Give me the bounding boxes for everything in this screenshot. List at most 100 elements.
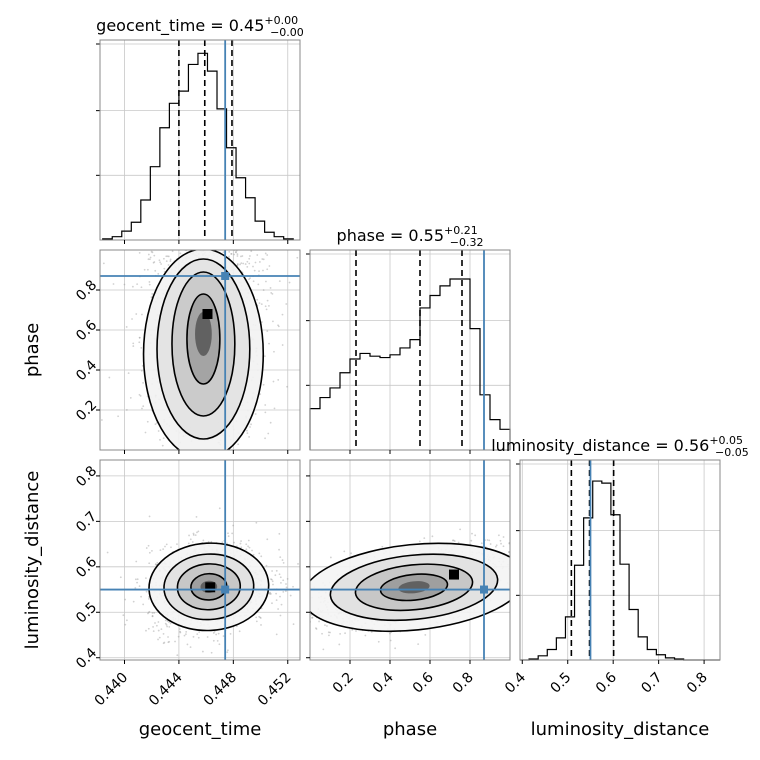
sample-point bbox=[274, 574, 277, 577]
sample-point bbox=[258, 552, 261, 555]
sample-point bbox=[167, 636, 169, 638]
x-tick-label: 0.8 bbox=[684, 670, 711, 697]
peak-marker bbox=[449, 569, 459, 580]
sample-point bbox=[210, 651, 213, 654]
sample-point bbox=[142, 405, 145, 408]
sample-point bbox=[187, 542, 190, 545]
sample-point bbox=[134, 587, 137, 589]
sample-point bbox=[178, 628, 181, 630]
sample-point bbox=[258, 261, 261, 263]
sample-point bbox=[119, 576, 122, 579]
sample-point bbox=[144, 431, 147, 434]
title-text: geocent_time = 0.45 bbox=[96, 16, 264, 36]
sample-point bbox=[282, 590, 285, 593]
sample-point bbox=[189, 538, 192, 541]
sample-point bbox=[189, 646, 192, 649]
sample-point bbox=[153, 261, 156, 263]
sample-point bbox=[159, 549, 162, 552]
sample-point bbox=[135, 560, 138, 563]
sample-point bbox=[169, 622, 172, 625]
sample-point bbox=[100, 419, 103, 421]
sample-point bbox=[253, 269, 256, 272]
sample-point bbox=[474, 534, 477, 537]
sample-point bbox=[147, 611, 150, 614]
sample-point bbox=[125, 619, 128, 622]
sample-point bbox=[148, 551, 151, 554]
sample-point bbox=[272, 320, 274, 323]
sample-point bbox=[148, 515, 151, 518]
sample-point bbox=[280, 581, 282, 584]
sample-point bbox=[307, 596, 309, 598]
sample-point bbox=[266, 268, 269, 271]
sample-point bbox=[513, 591, 515, 593]
sample-point bbox=[147, 627, 150, 630]
sample-point bbox=[278, 280, 281, 282]
contour-line bbox=[310, 542, 510, 633]
peak-marker bbox=[202, 309, 213, 319]
y-tick-label: 0.4 bbox=[73, 645, 100, 672]
sample-point bbox=[194, 534, 197, 537]
contour-line bbox=[186, 293, 221, 385]
sample-point bbox=[268, 342, 270, 345]
sample-point bbox=[315, 628, 318, 630]
sample-point bbox=[547, 549, 549, 551]
sample-point bbox=[322, 648, 325, 651]
hist-frame-geocent_time bbox=[99, 39, 301, 241]
sample-point bbox=[212, 632, 215, 634]
sample-point bbox=[145, 547, 148, 549]
sample-point bbox=[547, 580, 549, 582]
sample-point bbox=[512, 578, 514, 580]
sample-point bbox=[338, 643, 341, 646]
sample-point bbox=[151, 251, 154, 254]
sample-point bbox=[157, 430, 160, 432]
sample-point bbox=[152, 626, 154, 628]
sample-point bbox=[251, 549, 253, 552]
sample-point bbox=[271, 602, 273, 605]
sample-point bbox=[235, 251, 238, 254]
sample-point bbox=[256, 298, 259, 301]
sample-point bbox=[160, 628, 163, 631]
sample-point bbox=[255, 620, 258, 623]
density-phase-luminosity_distance bbox=[278, 525, 558, 651]
sample-point bbox=[283, 631, 285, 633]
sample-point bbox=[252, 280, 255, 283]
sample-point bbox=[329, 556, 332, 559]
sample-point bbox=[260, 555, 263, 558]
sample-point bbox=[258, 302, 261, 304]
sample-point bbox=[148, 258, 151, 261]
sample-point bbox=[552, 525, 554, 527]
sample-point bbox=[125, 409, 128, 411]
sample-point bbox=[233, 541, 235, 544]
sample-point bbox=[282, 579, 285, 582]
sample-point bbox=[112, 283, 115, 285]
sample-point bbox=[236, 263, 239, 265]
sample-point bbox=[191, 541, 194, 543]
sample-point bbox=[350, 552, 353, 555]
sample-point bbox=[275, 633, 278, 636]
sample-point bbox=[106, 551, 109, 554]
sample-point bbox=[258, 270, 260, 273]
sample-point bbox=[142, 381, 144, 384]
sample-point bbox=[236, 263, 239, 266]
sample-point bbox=[526, 554, 528, 556]
sample-point bbox=[256, 254, 259, 256]
sample-point bbox=[248, 262, 251, 265]
sample-point bbox=[307, 597, 309, 599]
sample-point bbox=[229, 632, 232, 635]
y-tick-label: 0.8 bbox=[73, 277, 100, 304]
sample-point bbox=[150, 250, 153, 253]
sample-point bbox=[278, 604, 280, 606]
sample-point bbox=[140, 286, 143, 289]
sample-point bbox=[271, 570, 273, 572]
sample-point bbox=[160, 263, 163, 265]
sample-point bbox=[177, 635, 180, 638]
sample-point bbox=[296, 256, 299, 259]
sample-point bbox=[269, 421, 272, 424]
sample-point bbox=[168, 640, 171, 643]
sample-point bbox=[131, 318, 133, 320]
sample-point bbox=[321, 632, 323, 635]
sample-point bbox=[326, 625, 328, 627]
y-tick-label: 0.8 bbox=[73, 463, 100, 490]
sample-point bbox=[556, 558, 558, 560]
sample-point bbox=[502, 545, 505, 548]
